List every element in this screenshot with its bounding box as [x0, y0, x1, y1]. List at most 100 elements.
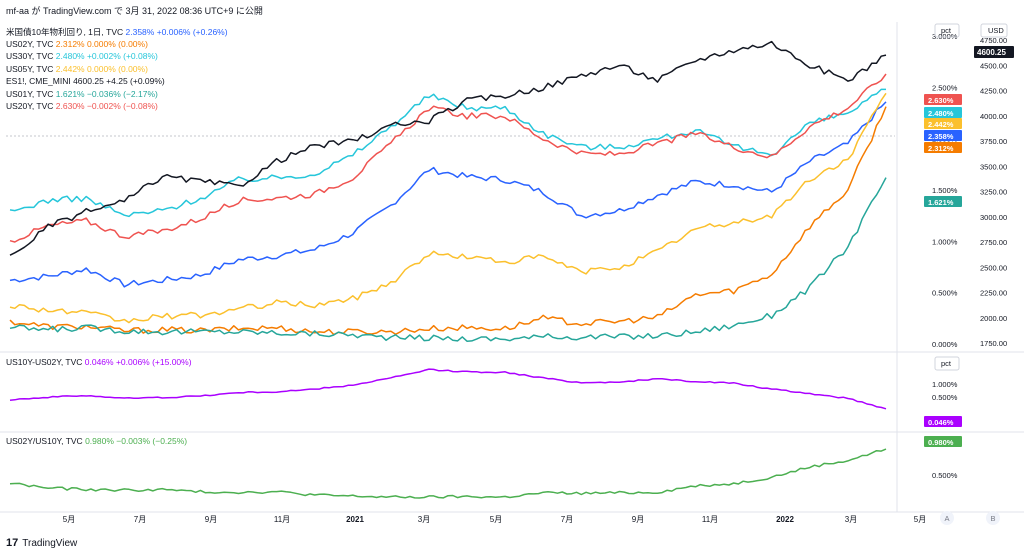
legend-symbol: 米国債10年物利回り, 1日, TVC	[6, 27, 126, 37]
legend-row[interactable]: US30Y, TVC 2.480% +0.002% (+0.08%)	[6, 51, 158, 61]
series-line-us30y	[9, 88, 886, 218]
pct-unit-box	[934, 356, 960, 371]
legend-value: 2.312% 0.000% (0.00%)	[55, 38, 148, 49]
x-tick-label: 9月	[205, 515, 217, 524]
x-tick-label: 5月	[914, 515, 926, 524]
legend-symbol: ES1!, CME_MINI	[6, 76, 74, 86]
legend-symbol: US30Y, TVC	[6, 51, 56, 61]
pct-tick-label: 0.000%	[932, 340, 958, 349]
last-value-label: 2.442%	[928, 120, 954, 129]
last-value-label: 0.980%	[928, 438, 954, 447]
last-value-label: 2.480%	[928, 109, 954, 118]
pct-tick-label: 0.500%	[932, 471, 958, 480]
series-line-es1-	[9, 40, 887, 256]
pct-unit-box	[934, 23, 960, 38]
legend-value: 4600.25 +4.25 (+0.09%)	[73, 76, 165, 86]
series-line-us20y	[9, 73, 887, 243]
last-value-badge	[924, 118, 962, 129]
series-line-us10y	[9, 101, 887, 288]
usd-tick-label: 4000.00	[980, 112, 1007, 121]
last-value-label: 2.358%	[928, 132, 954, 141]
last-value-badge	[924, 416, 962, 427]
pct-tick-label: 1.000%	[932, 237, 958, 246]
last-value-badge	[924, 436, 962, 447]
axis-mode-button[interactable]	[986, 511, 1000, 525]
legend-row[interactable]: US10Y-US02Y, TVC 0.046% +0.006% (+15.00%…	[6, 357, 192, 367]
last-value-badge	[924, 107, 962, 118]
axis-mode-button[interactable]	[940, 511, 954, 525]
legend-row[interactable]: US05Y, TVC 2.442% 0.000% (0.00%)	[6, 64, 148, 74]
pct-tick-label: 1.500%	[932, 186, 958, 195]
x-tick-label: 11月	[274, 515, 290, 524]
usd-tick-label: 3750.00	[980, 137, 1007, 146]
axis-mode-label: A	[944, 514, 949, 523]
legend-row[interactable]: US02Y, TVC 2.312% 0.000% (0.00%)	[6, 39, 148, 49]
x-tick-label: 3月	[845, 515, 857, 524]
legend-value: 2.442% 0.000% (0.00%)	[55, 63, 148, 74]
pct-tick-label: 0.500%	[932, 393, 958, 402]
usd-tick-label: 1750.00	[980, 339, 1007, 348]
legend-row[interactable]: US02Y/US10Y, TVC 0.980% −0.003% (−0.25%)	[6, 436, 187, 446]
x-tick-label: 2021	[346, 515, 364, 524]
x-tick-label: 9月	[632, 515, 644, 524]
legend-symbol: US01Y, TVC	[6, 88, 56, 99]
x-tick-label: 7月	[561, 515, 573, 524]
usd-tick-label: 2500.00	[980, 263, 1007, 272]
usd-tick-label: 2750.00	[980, 238, 1007, 247]
x-tick-label: 5月	[63, 515, 75, 524]
brand-name: TradingView	[22, 537, 78, 549]
legend-row[interactable]: 米国債10年物利回り, 1日, TVC 2.358% +0.006% (+0.2…	[6, 26, 228, 38]
footer: 17 TradingView	[6, 537, 77, 549]
publish-info: mf-aa が TradingView.com で 3月 31, 2022 08…	[6, 6, 263, 16]
usd-unit-box	[980, 23, 1008, 38]
last-value-badge	[924, 94, 962, 105]
legend-value: 0.046% +0.006% (+15.00%)	[84, 357, 192, 367]
usd-tick-label: 4250.00	[980, 87, 1007, 96]
last-value-label: 2.312%	[928, 144, 954, 153]
pct-unit-label: pct	[941, 26, 952, 35]
legend-symbol: US10Y-US02Y, TVC	[6, 357, 85, 367]
x-tick-label: 2022	[776, 515, 794, 524]
axis-mode-label: B	[990, 514, 995, 523]
pct-tick-label: 1.000%	[932, 380, 958, 389]
legend-value: 0.980% −0.003% (−0.25%)	[85, 436, 188, 446]
legend-row[interactable]: US01Y, TVC 1.621% −0.036% (−2.17%)	[6, 89, 158, 99]
legend-value: 2.630% −0.002% (−0.08%)	[55, 101, 158, 111]
legend-symbol: US02Y/US10Y, TVC	[6, 436, 86, 446]
chart-svg[interactable]: 3.000%2.500%2.000%1.500%1.000%0.500%0.00…	[0, 0, 1024, 535]
last-value-badge	[924, 130, 962, 141]
usd-unit-label: USD	[988, 26, 1004, 35]
usd-tick-label: 2000.00	[980, 314, 1007, 323]
legend-symbol: US02Y, TVC	[6, 38, 56, 49]
series-line-us02y-us10y	[9, 448, 887, 499]
legend-row[interactable]: ES1!, CME_MINI 4600.25 +4.25 (+0.09%)	[6, 76, 165, 86]
x-tick-label: 5月	[490, 515, 502, 524]
x-tick-label: 11月	[702, 515, 718, 524]
series-line-us01y	[9, 177, 887, 342]
legend-row[interactable]: US20Y, TVC 2.630% −0.002% (−0.08%)	[6, 101, 158, 111]
legend-value: 2.480% +0.002% (+0.08%)	[55, 51, 158, 61]
last-value-label: 1.621%	[928, 198, 954, 207]
usd-tick-label: 3250.00	[980, 188, 1007, 197]
series-line-us10y-us02y	[9, 368, 887, 410]
legend-symbol: US05Y, TVC	[6, 63, 56, 74]
pct-tick-label: 2.500%	[932, 83, 958, 92]
legend-symbol: US20Y, TVC	[6, 101, 56, 111]
x-tick-label: 7月	[134, 515, 146, 524]
last-value-label: 2.630%	[928, 96, 954, 105]
pct-tick-label: 0.500%	[932, 289, 958, 298]
tradingview-logo-icon: 17	[6, 537, 19, 549]
last-value-label: 0.046%	[928, 418, 954, 427]
legend-value: 2.358% +0.006% (+0.26%)	[125, 27, 228, 37]
usd-tick-label: 3500.00	[980, 162, 1007, 171]
legend-value: 1.621% −0.036% (−2.17%)	[55, 88, 158, 99]
last-value-badge	[924, 196, 962, 207]
usd-tick-label: 4500.00	[980, 61, 1007, 70]
series-line-us05y	[9, 92, 887, 324]
usd-tick-label: 4750.00	[980, 36, 1007, 45]
usd-last-badge	[974, 46, 1014, 58]
x-tick-label: 3月	[418, 515, 430, 524]
usd-tick-label: 3000.00	[980, 213, 1007, 222]
usd-last-label: 4600.25	[977, 48, 1006, 57]
